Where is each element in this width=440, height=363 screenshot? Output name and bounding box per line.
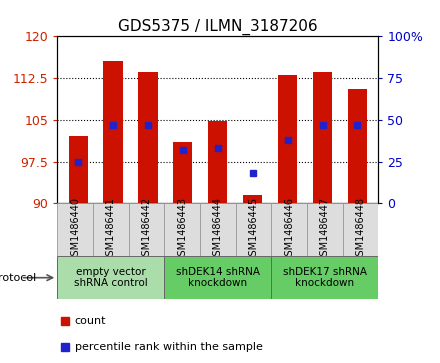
Text: shDEK14 shRNA
knockdown: shDEK14 shRNA knockdown — [176, 267, 260, 289]
Bar — [313, 73, 332, 203]
Text: empty vector
shRNA control: empty vector shRNA control — [74, 267, 147, 289]
Bar — [208, 121, 227, 203]
Text: GSM1486441: GSM1486441 — [106, 197, 116, 262]
Text: GSM1486447: GSM1486447 — [320, 197, 330, 262]
Bar — [57, 256, 164, 299]
Bar — [348, 89, 367, 203]
Text: GSM1486440: GSM1486440 — [70, 197, 80, 262]
Text: shDEK17 shRNA
knockdown: shDEK17 shRNA knockdown — [283, 267, 367, 289]
Bar — [343, 203, 378, 256]
Bar — [271, 203, 307, 256]
Text: GSM1486445: GSM1486445 — [249, 197, 258, 262]
Bar — [173, 142, 192, 203]
Text: GSM1486448: GSM1486448 — [356, 197, 366, 262]
Text: GSM1486443: GSM1486443 — [177, 197, 187, 262]
Bar — [271, 256, 378, 299]
Text: percentile rank within the sample: percentile rank within the sample — [75, 342, 263, 352]
Bar — [103, 61, 123, 203]
Bar — [57, 203, 93, 256]
Text: GSM1486442: GSM1486442 — [141, 197, 151, 262]
Bar — [200, 203, 236, 256]
Bar — [164, 203, 200, 256]
Title: GDS5375 / ILMN_3187206: GDS5375 / ILMN_3187206 — [118, 19, 318, 35]
Bar — [164, 256, 271, 299]
Bar — [138, 73, 158, 203]
Bar — [93, 203, 128, 256]
Text: GSM1486444: GSM1486444 — [213, 197, 223, 262]
Text: GSM1486446: GSM1486446 — [284, 197, 294, 262]
Bar — [236, 203, 271, 256]
Text: count: count — [75, 316, 106, 326]
Bar — [243, 195, 262, 203]
Text: protocol: protocol — [0, 273, 36, 283]
Bar — [69, 136, 88, 203]
Bar — [307, 203, 343, 256]
Bar — [278, 75, 297, 203]
Bar — [128, 203, 164, 256]
